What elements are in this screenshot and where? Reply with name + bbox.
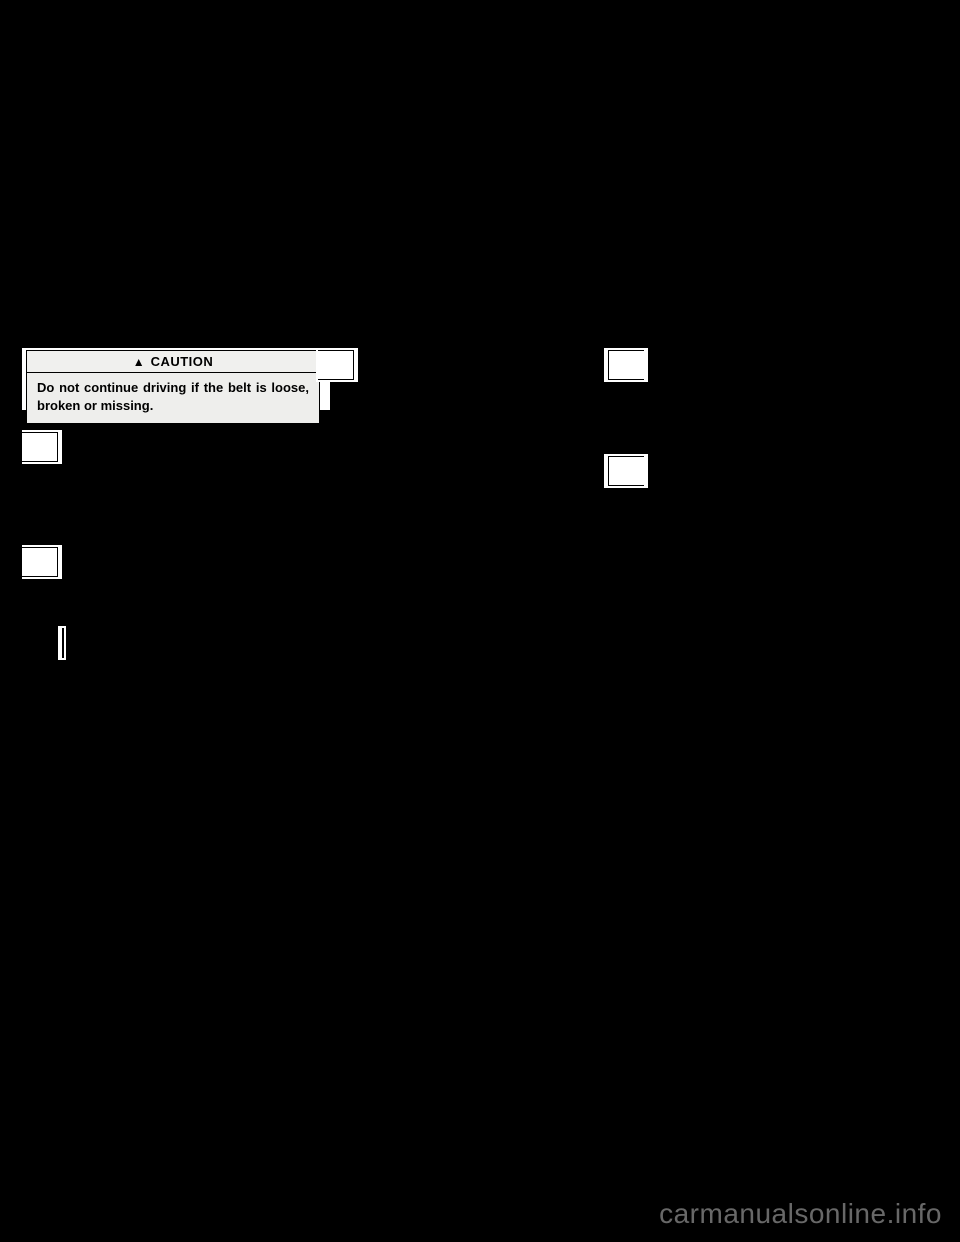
section-icon-thin bbox=[60, 628, 64, 658]
caution-label: CAUTION bbox=[151, 354, 214, 369]
warning-triangle-icon: ▲ bbox=[133, 356, 145, 368]
section-icon-box bbox=[22, 547, 58, 577]
caution-header: ▲ CAUTION bbox=[27, 351, 319, 373]
section-icon-box-right bbox=[608, 350, 644, 380]
section-icon-box-right bbox=[608, 456, 644, 486]
section-icon-box bbox=[22, 432, 58, 462]
caution-body: Do not continue driving if the belt is l… bbox=[27, 373, 319, 423]
section-icon-box bbox=[318, 350, 354, 380]
caution-box: ▲ CAUTION Do not continue driving if the… bbox=[26, 350, 320, 434]
watermark: carmanualsonline.info bbox=[659, 1198, 942, 1230]
